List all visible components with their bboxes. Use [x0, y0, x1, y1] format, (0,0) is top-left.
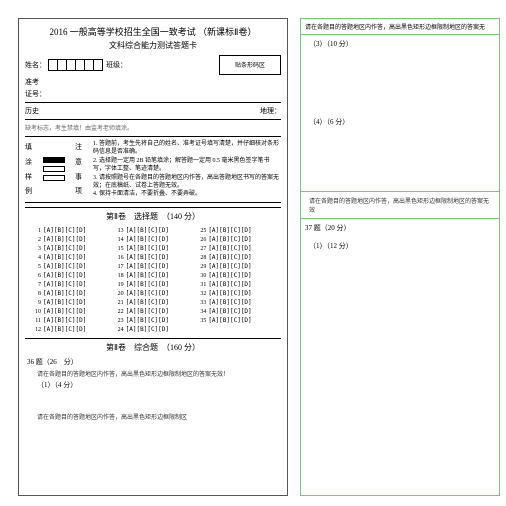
mcq-item[interactable]: 4[A][B][C][D]	[29, 253, 112, 262]
mcq-item[interactable]: 2[A][B][C][D]	[29, 235, 112, 244]
q37-sub: （1）（12 分）	[301, 237, 499, 255]
mcq-item[interactable]: 13[A][B][C][D]	[112, 226, 195, 235]
mcq-item[interactable]: 11[A][B][C][D]	[29, 316, 112, 325]
absent-warning: 缺考标志，考生禁填！由监考老师填涂。	[25, 123, 281, 132]
mcq-item[interactable]: 30[A][B][C][D]	[194, 271, 277, 280]
notice-line-1: 1. 答题前，考生先将自己的姓名、准考证号填写清楚，并仔细核对条形码信息是否准确…	[93, 140, 281, 157]
history-label: 历史	[25, 106, 39, 116]
mcq-item[interactable]: 24[A][B][C][D]	[112, 325, 195, 334]
fill-instructions: 填涂样例 注意事项 1. 答题前，考生先将自己的姓名、准考证号填写清楚，并仔细核…	[25, 136, 281, 203]
right-top-note: 请在各题目的答题地区内作答，高出黑色矩形边框限制地区的答案无	[301, 19, 499, 35]
mcq-item[interactable]: 14[A][B][C][D]	[112, 235, 195, 244]
mcq-item[interactable]: 31[A][B][C][D]	[194, 280, 277, 289]
q36-block: 36 题（26 分） 请在各题目的答题地区内作答，高出黑色矩形边框限制地区的答案…	[27, 357, 279, 421]
mcq-item[interactable]: 25[A][B][C][D]	[194, 226, 277, 235]
mcq-item[interactable]: 22[A][B][C][D]	[112, 307, 195, 316]
geo-label: 地理：	[260, 106, 281, 116]
notice-line-4: 4. 保持卡面清洁，不要折叠、不要弄破。	[93, 190, 281, 198]
fill-samples	[43, 140, 71, 199]
mcq-item[interactable]: 12[A][B][C][D]	[29, 325, 112, 334]
mcq-item[interactable]: 8[A][B][C][D]	[29, 289, 112, 298]
right-mid-note: 请在各题目的答题地区内作答，高出黑色矩形边框限制地区的答案无效	[301, 192, 499, 218]
mcq-item[interactable]: 33[A][B][C][D]	[194, 298, 277, 307]
q36-note1: 请在各题目的答题地区内作答，高出黑色矩形边框限制地区的答案无效！	[37, 369, 279, 378]
barcode-area: 贴条形码区	[219, 55, 281, 75]
examno-row: 准考	[25, 77, 281, 87]
mcq-item[interactable]: 3[A][B][C][D]	[29, 244, 112, 253]
mcq-item[interactable]: 7[A][B][C][D]	[29, 280, 112, 289]
mcq-item[interactable]: 23[A][B][C][D]	[112, 316, 195, 325]
mcq-item[interactable]: 18[A][B][C][D]	[112, 271, 195, 280]
notice-col-label: 注意事项	[75, 140, 89, 199]
sample-wrong2-icon	[43, 175, 65, 181]
class-label: 班级：	[106, 60, 127, 70]
mcq-item[interactable]: 28[A][B][C][D]	[194, 253, 277, 262]
mcq-item[interactable]: 27[A][B][C][D]	[194, 244, 277, 253]
main-title: 2016 一般高等学校招生全国一致考试 （新课标Ⅱ卷）	[25, 25, 281, 38]
q36-note2: 请在各题目的答题地区内作答，高出黑色矩形边框限制区	[37, 412, 279, 421]
mcq-item[interactable]: 5[A][B][C][D]	[29, 262, 112, 271]
mcq-item[interactable]: 15[A][B][C][D]	[112, 244, 195, 253]
examno-label: 准考	[25, 77, 39, 87]
mcq-item[interactable]: 21[A][B][C][D]	[112, 298, 195, 307]
q36-title: 36 题（26 分）	[27, 357, 279, 367]
mcq-grid[interactable]: 1[A][B][C][D]13[A][B][C][D]25[A][B][C][D…	[25, 226, 281, 334]
mcq-item[interactable]: 32[A][B][C][D]	[194, 289, 277, 298]
mcq-item[interactable]: 16[A][B][C][D]	[112, 253, 195, 262]
name-label: 姓名：	[25, 60, 46, 70]
fill-col-label: 填涂样例	[25, 140, 39, 199]
notice-text: 1. 答题前，考生先将自己的姓名、准考证号填写清楚，并仔细核对条形码信息是否准确…	[93, 140, 281, 199]
section2-header: 第Ⅱ卷 综合题 （160 分）	[25, 338, 281, 353]
mcq-item[interactable]: 19[A][B][C][D]	[112, 280, 195, 289]
sample-wrong-icon	[43, 166, 65, 172]
mcq-item[interactable]	[194, 325, 277, 334]
subtitle: 文科综合能力测试答题卡	[25, 40, 281, 51]
id-row: 证号：	[25, 89, 281, 99]
mcq-item[interactable]: 29[A][B][C][D]	[194, 262, 277, 271]
mcq-item[interactable]: 9[A][B][C][D]	[29, 298, 112, 307]
mcq-item[interactable]: 34[A][B][C][D]	[194, 307, 277, 316]
answer-sheet-left: 2016 一般高等学校招生全国一致考试 （新课标Ⅱ卷） 文科综合能力测试答题卡 …	[18, 18, 288, 496]
sample-correct-icon	[43, 157, 65, 163]
section1-header: 第Ⅱ卷 选择题 （140 分）	[25, 207, 281, 222]
mcq-item[interactable]: 35[A][B][C][D]	[194, 316, 277, 325]
mcq-item[interactable]: 10[A][B][C][D]	[29, 307, 112, 316]
name-row: 姓名： 班级： 贴条形码区	[25, 55, 281, 75]
notice-line-2: 2. 选择题一定用 2B 铅笔填涂；解答题一定用 0.5 毫米黑色签字笔书写，字…	[93, 157, 281, 174]
mcq-item[interactable]: 6[A][B][C][D]	[29, 271, 112, 280]
mcq-item[interactable]: 26[A][B][C][D]	[194, 235, 277, 244]
subject-row: 历史 地理：	[25, 106, 281, 116]
id-label: 证号：	[25, 89, 46, 99]
mcq-item[interactable]: 1[A][B][C][D]	[29, 226, 112, 235]
q36-sub1: （1）（4 分）	[37, 380, 279, 390]
notice-line-3: 3. 请按照题号在各题目的答题地区内作答，高出答题地区书写的答案无效；在底稿纸、…	[93, 174, 281, 191]
right-q3: （3）（10 分）	[301, 35, 499, 53]
mcq-item[interactable]: 20[A][B][C][D]	[112, 289, 195, 298]
right-q4: （4）（6 分）	[301, 113, 499, 131]
name-boxes[interactable]	[49, 59, 103, 71]
q37-title: 37 题（20 分）	[301, 219, 499, 237]
mcq-item[interactable]: 17[A][B][C][D]	[112, 262, 195, 271]
answer-sheet-right: 请在各题目的答题地区内作答，高出黑色矩形边框限制地区的答案无 （3）（10 分）…	[300, 18, 500, 496]
